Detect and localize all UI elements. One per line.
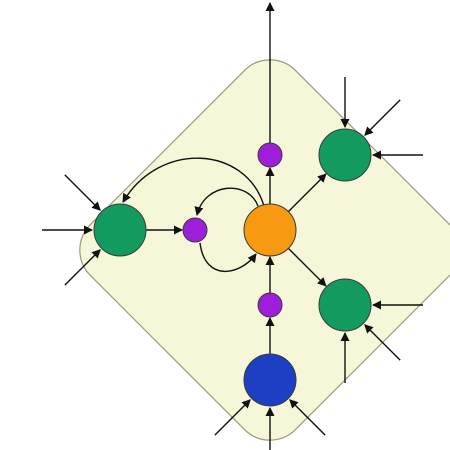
edge-center-to-left [122, 157, 265, 207]
node-left [93, 203, 147, 257]
node-top-right [318, 128, 372, 182]
nodes-layer [93, 128, 372, 407]
edge-center-to-top-right [287, 173, 327, 213]
input-arrow-left-3 [64, 174, 101, 211]
edges-layer [122, 2, 327, 354]
node-mid-bottom [257, 292, 283, 318]
input-arrow-bottom-3 [289, 399, 326, 436]
node-mid-left [182, 217, 208, 243]
edge-center-to-bottom-right [287, 247, 327, 287]
edge-center-to-mid-left [194, 187, 259, 216]
input-arrow-left-2 [64, 249, 101, 286]
input-arrow-top-right-2 [364, 99, 401, 136]
input-arrow-bottom-2 [214, 399, 251, 436]
node-bottom [243, 353, 297, 407]
edge-mid-left-to-center [199, 242, 257, 273]
input-arrow-bottom-right-2 [364, 324, 401, 361]
node-mid-top [257, 142, 283, 168]
external-inputs-layer [42, 77, 423, 450]
node-center [243, 203, 297, 257]
node-bottom-right [318, 278, 372, 332]
